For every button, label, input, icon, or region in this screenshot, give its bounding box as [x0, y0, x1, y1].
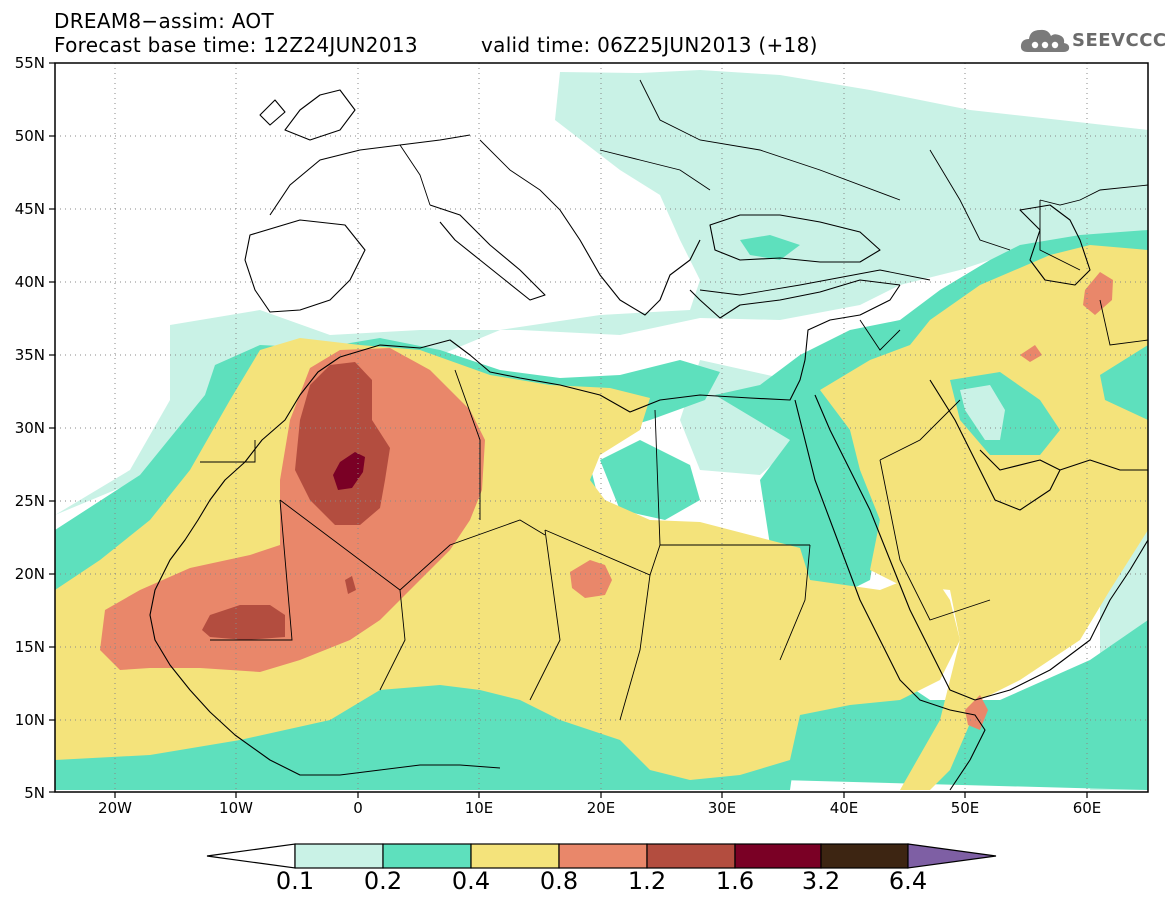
colorbar-segment — [734, 843, 822, 869]
lon-label: 30E — [708, 799, 737, 817]
lon-label: 20E — [587, 799, 616, 817]
lon-label: 50E — [951, 799, 980, 817]
lat-label: 45N — [15, 200, 45, 218]
lat-label: 40N — [15, 273, 45, 291]
aot-contour-fields — [55, 63, 1148, 792]
lon-label: 10E — [465, 799, 494, 817]
country-borders — [200, 79, 1148, 721]
colorbar-label: 0.2 — [363, 867, 403, 895]
lat-label: 35N — [15, 346, 45, 364]
colorbar-label: 1.6 — [715, 867, 755, 895]
cloud-logo-icon — [1020, 29, 1070, 52]
aot-band-0.8-1.2 — [100, 272, 1113, 730]
lat-label: 55N — [15, 54, 45, 72]
colorbar-segment — [820, 843, 909, 869]
lat-label: 20N — [15, 565, 45, 583]
lat-label: 30N — [15, 419, 45, 437]
lat-label: 5N — [24, 784, 45, 802]
colorbar-label: 6.4 — [888, 867, 928, 895]
tick-marks — [49, 62, 1088, 798]
coastlines — [149, 89, 1148, 791]
colorbar-label: 0.4 — [451, 867, 491, 895]
graticule — [55, 63, 1148, 792]
colorbar-label: 3.2 — [801, 867, 841, 895]
colorbar-over-arrow — [907, 843, 997, 869]
colorbar-segment — [470, 843, 560, 869]
longitude-labels: 20W 10W 0 10E 20E 30E 40E 50E 60E — [98, 799, 1101, 817]
colorbar-segment — [558, 843, 648, 869]
lon-label: 20W — [98, 799, 132, 817]
colorbar-segment — [382, 843, 472, 869]
lat-label: 10N — [15, 711, 45, 729]
lon-label: 10W — [219, 799, 253, 817]
colorbar — [206, 843, 997, 869]
forecast-base-time: Forecast base time: 12Z24JUN2013 — [54, 33, 418, 57]
colorbar-segment — [646, 843, 736, 869]
lon-label: 60E — [1073, 799, 1102, 817]
colorbar-label: 1.2 — [627, 867, 667, 895]
lat-label: 25N — [15, 492, 45, 510]
colorbar-under-arrow — [206, 843, 296, 869]
lat-label: 15N — [15, 638, 45, 656]
seevccc-logo: SEEVCCC — [1018, 24, 1165, 58]
aot-band-0.4-0.8 — [55, 245, 1148, 790]
latitude-labels: 5N 10N 15N 20N 25N 30N 35N 40N 45N 50N 5… — [15, 54, 45, 802]
valid-time: valid time: 06Z25JUN2013 (+18) — [481, 33, 818, 57]
colorbar-segment — [294, 843, 384, 869]
aot-band-1.2-1.6 — [202, 362, 390, 640]
map-title: DREAM8−assim: AOT — [54, 9, 274, 33]
lon-label: 0 — [353, 799, 363, 817]
colorbar-label: 0.8 — [539, 867, 579, 895]
colorbar-label: 0.1 — [275, 867, 315, 895]
aot-band-1.6-3.2 — [333, 452, 365, 490]
logo-text: SEEVCCC — [1072, 30, 1165, 51]
lon-label: 40E — [830, 799, 859, 817]
lat-label: 50N — [15, 127, 45, 145]
